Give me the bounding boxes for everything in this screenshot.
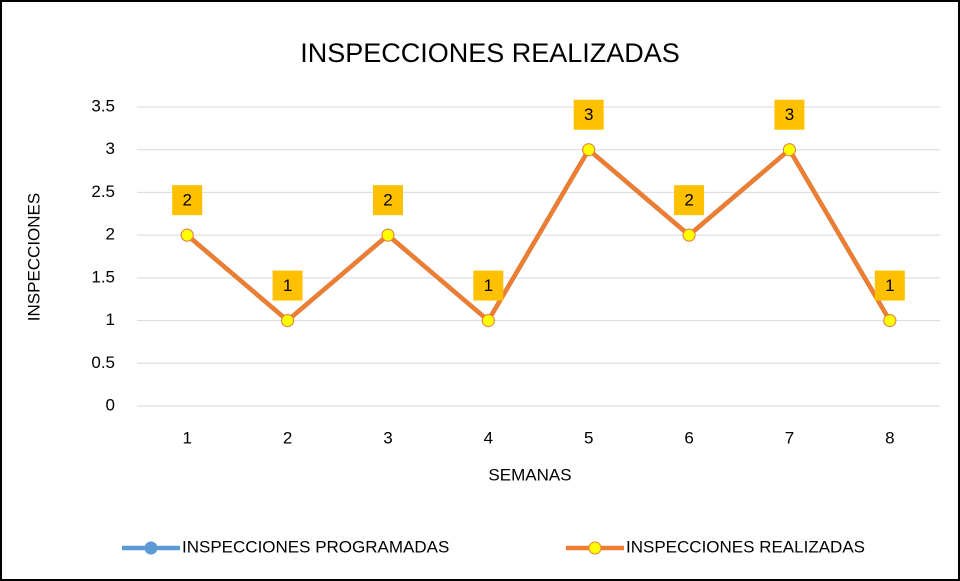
data-point	[381, 228, 395, 242]
data-point	[582, 143, 596, 157]
x-tick-label: 6	[684, 428, 693, 447]
legend-marker	[144, 541, 158, 555]
data-label-box	[172, 185, 203, 216]
x-tick-label: 1	[182, 428, 191, 447]
y-tick-label: 1	[106, 310, 115, 329]
data-label: 1	[283, 276, 292, 295]
x-tick-label: 7	[785, 428, 794, 447]
data-point	[180, 228, 194, 242]
data-label-box	[272, 270, 303, 301]
data-point	[481, 314, 495, 328]
x-tick-label: 4	[484, 428, 493, 447]
series-line	[185, 147, 892, 323]
data-label: 2	[684, 191, 693, 210]
x-tick-label: 3	[383, 428, 392, 447]
x-tick-label: 8	[885, 428, 894, 447]
data-point	[281, 314, 295, 328]
y-tick-label: 2	[106, 225, 115, 244]
legend-marker	[588, 541, 602, 555]
data-label: 3	[785, 105, 794, 124]
data-label-box	[473, 270, 504, 301]
y-tick-label: 1.5	[91, 267, 115, 286]
x-axis-label: SEMANAS	[488, 465, 571, 484]
data-label-box	[874, 270, 905, 301]
y-tick-label: 0.5	[91, 353, 115, 372]
chart-title: INSPECCIONES REALIZADAS	[300, 38, 680, 68]
x-tick-label: 2	[283, 428, 292, 447]
x-tick-label: 5	[584, 428, 593, 447]
data-label-box	[774, 99, 805, 130]
data-label: 1	[885, 276, 894, 295]
data-point	[682, 228, 696, 242]
data-label: 3	[584, 105, 593, 124]
data-label-box	[674, 185, 705, 216]
legend-label: INSPECCIONES PROGRAMADAS	[182, 537, 449, 556]
y-tick-label: 3.5	[91, 96, 115, 115]
y-tick-label: 3	[106, 139, 115, 158]
data-point	[782, 143, 796, 157]
y-tick-label: 0	[106, 395, 115, 414]
data-label: 2	[383, 191, 392, 210]
y-axis-label: INSPECCIONES	[24, 193, 43, 321]
y-tick-label: 2.5	[91, 182, 115, 201]
legend-label: INSPECCIONES REALIZADAS	[626, 537, 865, 556]
data-label-box	[372, 185, 403, 216]
data-label-box	[573, 99, 604, 130]
data-label: 2	[182, 191, 191, 210]
data-point	[883, 314, 897, 328]
data-label: 1	[484, 276, 493, 295]
